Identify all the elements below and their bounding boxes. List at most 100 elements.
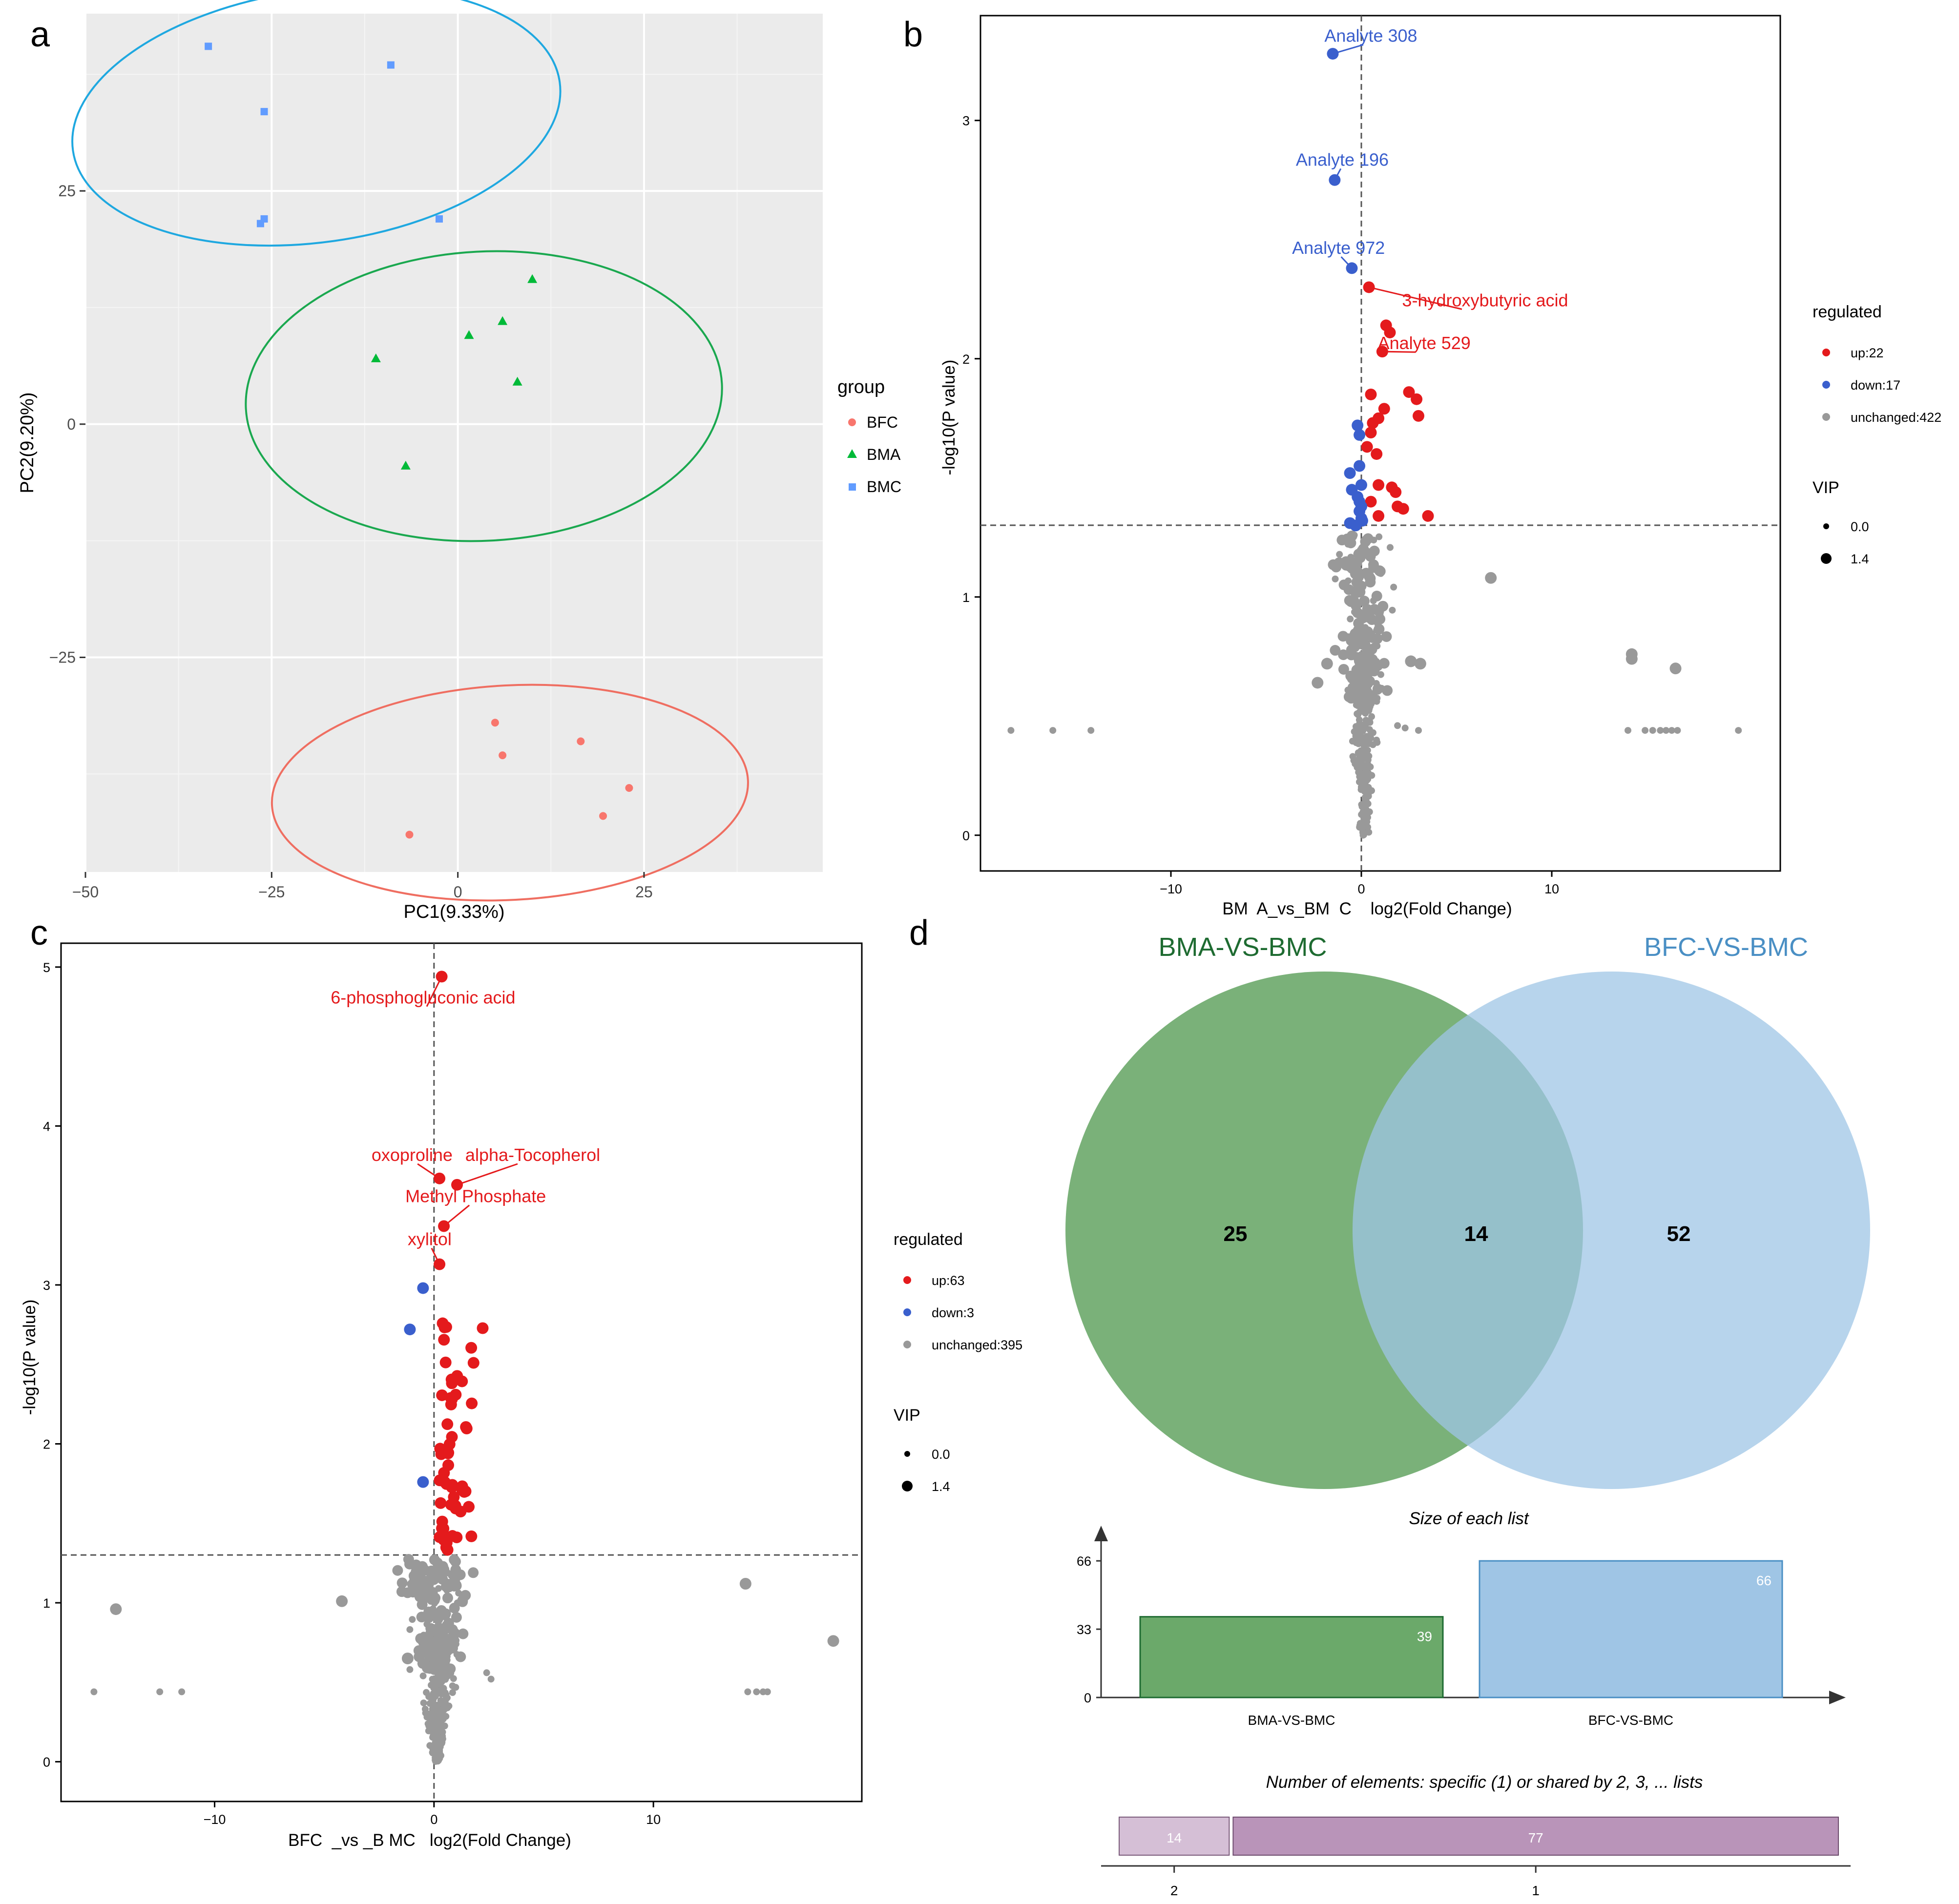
point-up: [446, 1479, 458, 1491]
point-unchanged: [452, 1684, 459, 1691]
point-bfc: [405, 830, 414, 839]
point-unchanged: [1349, 630, 1360, 642]
point-unchanged: [1365, 792, 1372, 800]
point-unchanged: [1368, 713, 1375, 720]
legend-label: BMC: [867, 478, 901, 496]
point-unchanged: [1346, 530, 1357, 541]
size-bar-chart: 0 33 66 39 BMA-VS-BMC 66 BFC-VS-BMC: [1077, 1526, 1846, 1728]
point-unchanged: [432, 1624, 443, 1635]
point-unchanged: [1372, 633, 1383, 644]
point-unchanged: [436, 1659, 447, 1670]
point-unchanged: [1358, 823, 1365, 830]
y-tick-label: −25: [49, 649, 76, 666]
point-up: [1361, 441, 1373, 453]
point-up: [438, 1334, 450, 1346]
legend-key: [1822, 413, 1830, 421]
size-bar: [1139, 1616, 1444, 1698]
size-y-arrow: [1094, 1526, 1108, 1541]
point-unchanged: [1669, 662, 1682, 675]
point-unchanged: [1405, 655, 1417, 667]
legend-key: [1822, 381, 1830, 389]
point-unchanged: [432, 1685, 439, 1693]
point-unchanged: [178, 1688, 186, 1696]
point-unchanged: [483, 1669, 490, 1676]
point-unchanged: [1389, 606, 1396, 614]
panel-label-b: b: [903, 15, 923, 54]
point-unchanged: [1366, 719, 1374, 726]
point-unchanged: [407, 1579, 418, 1590]
size-bar-value: 66: [1756, 1573, 1771, 1588]
point-bma: [498, 316, 508, 325]
point-unchanged: [1374, 620, 1381, 627]
x-tick-label: 10: [1544, 882, 1559, 896]
point-bmc: [205, 42, 212, 50]
point-up: [1413, 410, 1424, 422]
point-unchanged: [1346, 644, 1357, 656]
y-tick-label: 25: [58, 182, 76, 200]
point-unchanged: [1330, 645, 1341, 656]
legend-size-key: [1823, 523, 1829, 529]
point-unchanged: [1353, 587, 1364, 598]
point-unchanged: [433, 1676, 440, 1683]
point-up: [458, 1486, 470, 1498]
pca-y-axis: −25 0 25: [49, 182, 85, 666]
size-y-tick-label: 33: [1077, 1622, 1091, 1637]
point-unchanged: [436, 1746, 443, 1753]
legend-title: regulated: [894, 1230, 963, 1249]
volcano-c-labels: 6-phosphogluconic acid oxoproline alpha-To…: [331, 976, 600, 1265]
point-unchanged: [451, 1612, 462, 1623]
point-label-leader: [417, 1163, 440, 1180]
legend-size-label: 1.4: [1851, 552, 1869, 566]
point-unchanged: [443, 1667, 455, 1678]
legend-key: [903, 1276, 911, 1284]
point-unchanged: [418, 1582, 425, 1590]
point-down: [1354, 460, 1366, 472]
pca-plot-background: [85, 14, 823, 872]
point-label-leader: [457, 1163, 518, 1186]
point-unchanged: [434, 1729, 441, 1736]
point-unchanged: [1663, 727, 1669, 734]
point-unchanged: [1354, 710, 1361, 718]
point-unchanged: [1349, 753, 1356, 760]
y-tick-label: 2: [43, 1437, 50, 1452]
venn-circle-b: [1353, 972, 1870, 1489]
pca-plot: −50 −25 0 25 −25 0 25 PC1(9.33%) PC2(9.20%) g…: [17, 0, 901, 922]
point-bmc: [387, 61, 395, 69]
point-unchanged: [1370, 537, 1377, 544]
point-up: [451, 1370, 463, 1382]
point-unchanged: [1377, 570, 1384, 577]
point-up: [477, 1322, 489, 1334]
point-unchanged: [1353, 723, 1360, 730]
point-unchanged: [435, 1585, 442, 1592]
size-y-tick-label: 0: [1084, 1691, 1091, 1705]
point-unchanged: [438, 1722, 445, 1729]
legend-label: unchanged:422: [1851, 410, 1941, 425]
point-label: Analyte 972: [1292, 238, 1385, 258]
point-unchanged: [827, 1635, 839, 1647]
y-tick-label: 3: [962, 114, 970, 128]
point-up: [1411, 393, 1423, 405]
point-label-leader: [431, 1247, 440, 1265]
point-unchanged: [1363, 818, 1371, 826]
point-label-leader: [1334, 168, 1342, 181]
point-unchanged: [1321, 658, 1333, 670]
pca-legend-title: group: [837, 377, 885, 397]
point-unchanged: [1007, 727, 1015, 734]
point-unchanged: [450, 1556, 461, 1567]
point-unchanged: [425, 1727, 432, 1735]
point-unchanged: [408, 1570, 419, 1581]
point-up: [435, 1497, 447, 1509]
x-tick-label: −10: [204, 1812, 226, 1827]
point-unchanged: [406, 1666, 414, 1673]
point-unchanged: [1359, 631, 1370, 642]
point-unchanged: [1359, 829, 1366, 836]
venn-region-intersection: 14: [1464, 1222, 1488, 1246]
y-tick-label: 4: [43, 1119, 50, 1134]
point-label: 6-phosphogluconic acid: [331, 988, 515, 1008]
x-tick-label: −25: [258, 883, 285, 901]
point-down: [1355, 479, 1367, 491]
point-unchanged: [454, 1599, 461, 1607]
legend-label: up:63: [932, 1273, 965, 1288]
point-unchanged: [1336, 535, 1348, 546]
volcano-c-x-axis-label: BFC _vs _B MC log2(Fold Change): [288, 1831, 571, 1850]
